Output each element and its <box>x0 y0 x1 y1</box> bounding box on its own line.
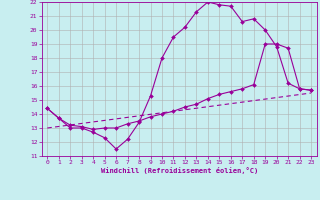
X-axis label: Windchill (Refroidissement éolien,°C): Windchill (Refroidissement éolien,°C) <box>100 167 258 174</box>
